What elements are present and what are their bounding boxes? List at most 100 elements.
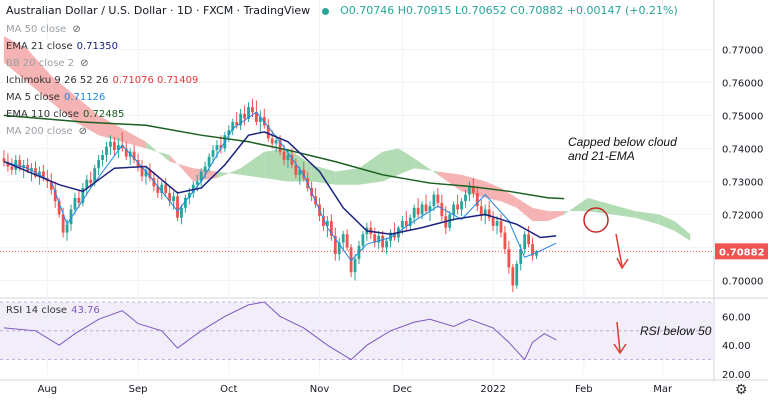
cloud-segment [264,148,288,182]
cloud-segment [548,211,565,222]
candle-body [389,232,392,241]
last-price-tag [715,243,768,260]
candle-body [266,125,270,139]
cloud-segment [98,115,123,142]
candle-body [184,197,187,208]
ema21-line [3,131,557,239]
candle-body [491,217,495,226]
cloud-segment [500,188,517,208]
candle-body [187,192,191,198]
candle-body [215,145,219,151]
candle-body [255,112,258,122]
cloud-segment [74,95,99,136]
price-tick-label: 0.70000 [722,276,763,287]
candle-body [251,107,254,113]
indicator-legend-row[interactable]: MA 200 close ⊘ [6,126,87,137]
indicator-legend-row[interactable]: EMA 110 close 0.72485 [6,109,124,120]
indicator-label: Ichimoku 9 26 52 26 [6,75,109,86]
candle-body [326,221,329,226]
candle-body [353,258,357,273]
candle-body [460,201,463,210]
eye-off-icon[interactable]: ⊘ [78,126,88,137]
indicator-label: EMA 21 close [6,41,73,52]
candle-body [262,117,266,126]
candle-body [211,150,215,157]
eye-off-icon[interactable]: ⊘ [80,58,89,69]
indicator-legend-row[interactable]: EMA 21 close 0.71350 [6,41,118,52]
candle-body [531,244,534,256]
indicator-legend-row[interactable]: MA 5 close 0.71126 [6,92,105,103]
candle-body [535,251,538,256]
candle-body [22,164,26,169]
price-tick-label: 0.73000 [722,177,763,188]
candle-body [57,201,61,215]
candle-body [333,235,337,255]
candle-body [180,207,183,218]
indicator-label: EMA 110 close [6,109,79,120]
indicator-label: MA 5 close [6,92,60,103]
candle-body [18,159,22,169]
candle-body [10,166,14,170]
candle-body [152,178,156,187]
cloud-segment [358,151,383,185]
candle-body [168,192,172,202]
candle-body [148,169,152,179]
candle-body [298,169,302,175]
candle-body [81,188,85,203]
indicator-legend-row[interactable]: BB 20 close 2 ⊘ [6,58,89,69]
gear-icon[interactable]: ⚙ [735,381,748,397]
cloud-segment [516,197,533,222]
candle-body [258,117,262,122]
eye-off-icon[interactable]: ⊘ [72,24,81,35]
candle-body [65,224,69,233]
indicator-label: MA 50 close [6,24,67,35]
last-price-label: 0.70882 [719,247,765,258]
market-status-dot [321,7,329,15]
cloud-segment [437,171,462,192]
candle-body [515,263,519,286]
candle-body [219,145,223,149]
candle-body [341,234,345,243]
candle-body [464,194,467,202]
candle-body [507,249,511,268]
candle-body [85,179,89,189]
indicator-legend-row[interactable]: Ichimoku 9 26 52 26 0.71076 0.71409 [6,75,198,86]
price-down-arrow [615,233,629,270]
candle-body [235,121,239,126]
rsi-tick-label: 60.00 [722,312,751,323]
candle-body [160,184,164,193]
chart-header: Australian Dollar / U.S. Dollar · 1D · F… [6,4,678,17]
candle-body [164,184,168,193]
cloud-segment [122,128,146,149]
candle-body [322,216,325,226]
cloud-segment [635,211,659,225]
candle-body [345,234,349,248]
candle-body [191,184,195,193]
time-tick-label: Dec [393,384,412,395]
candle-body [124,148,128,157]
cloud-annotation-line2: and 21-EMA [568,149,635,163]
candle-body [479,206,483,217]
candle-body [499,221,503,233]
candle-body [227,130,231,136]
indicator-legend-row[interactable]: MA 50 close ⊘ [6,24,81,35]
candle-body [73,197,77,210]
time-tick-label: Nov [310,384,330,395]
candle-body [440,202,444,217]
candle-body [495,221,499,226]
rsi-legend: RSI 14 close 43.76 [6,305,100,316]
cloud-annotation-line1: Capped below cloud [568,135,677,149]
candle-body [97,159,101,169]
cloud-segment [27,49,52,103]
indicator-value: 0.72485 [83,109,125,120]
candle-body [436,194,440,203]
rsi-down-arrow [613,321,627,355]
rsi-tick-label: 20.00 [722,370,751,381]
candle-body [132,151,136,160]
indicator-value: 0.71350 [76,41,118,52]
cloud-segment [587,197,612,215]
candle-body [247,107,250,119]
time-tick-label: 2022 [480,384,505,395]
candle-body [456,204,459,210]
candle-body [511,267,515,286]
